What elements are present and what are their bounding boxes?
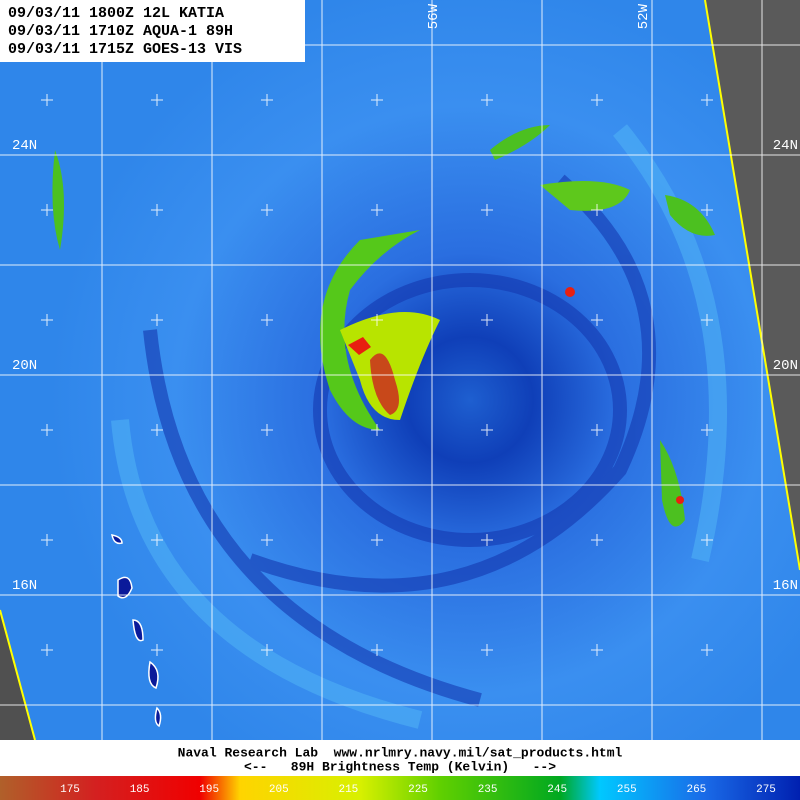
lat-label: 24N (773, 138, 798, 154)
colorbar-label: 245 (547, 784, 567, 796)
header-line: 09/03/11 1710Z AQUA-1 89H (8, 23, 233, 40)
lat-lon-grid (0, 0, 800, 740)
lon-label: 52W (636, 3, 652, 29)
imagery (0, 0, 800, 741)
footer-box (0, 740, 800, 775)
colorbar-label: 215 (338, 784, 358, 796)
lat-label: 24N (12, 138, 37, 154)
header-line: 09/03/11 1800Z 12L KATIA (8, 5, 224, 22)
colorbar-labels: 175 185 195 205 215 225 235 245 255 265 275 (60, 784, 776, 796)
colorbar-label: 205 (269, 784, 289, 796)
lat-label: 20N (773, 358, 798, 374)
colorbar-label: 275 (756, 784, 776, 796)
colorbar-label: 185 (130, 784, 150, 796)
credit: Naval Research Lab www.nrlmry.navy.mil/s… (178, 745, 623, 760)
colorbar (0, 776, 800, 800)
colorbar-label: 255 (617, 784, 637, 796)
lat-label: 20N (12, 358, 37, 374)
colorbar-label: 235 (478, 784, 498, 796)
colorbar-label: 175 (60, 784, 80, 796)
colorbar-label: 195 (199, 784, 219, 796)
lat-label: 16N (773, 578, 798, 594)
lon-label: 56W (426, 3, 442, 29)
legend-title: <-- 89H Brightness Temp (Kelvin) --> (244, 759, 556, 774)
colorbar-label: 225 (408, 784, 428, 796)
colorbar-label: 265 (686, 784, 706, 796)
header-line: 09/03/11 1715Z GOES-13 VIS (8, 41, 242, 58)
header-box (0, 0, 305, 62)
lat-label: 16N (12, 578, 37, 594)
